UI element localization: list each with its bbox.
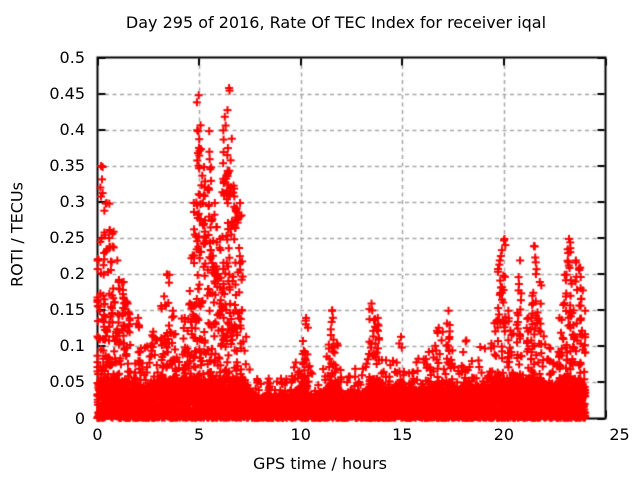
x-tick-label: 10 <box>290 425 311 444</box>
chart-title: Day 295 of 2016, Rate Of TEC Index for r… <box>125 13 547 32</box>
y-tick-label: 0.35 <box>49 155 85 175</box>
y-tick-label: 0.05 <box>49 372 85 392</box>
y-tick-label: 0.25 <box>49 228 85 247</box>
x-tick-label: 0 <box>92 425 103 444</box>
y-tick-label: 0.15 <box>49 300 85 320</box>
x-tick-label: 20 <box>493 425 515 444</box>
x-axis-label: GPS time / hours <box>253 454 387 473</box>
y-tick-label: 0.4 <box>59 119 85 139</box>
y-tick-label: 0.45 <box>49 83 85 103</box>
y-tick-label: 0.5 <box>59 47 85 67</box>
y-tick-label: 0.1 <box>59 336 85 356</box>
x-tick-label: 5 <box>194 425 205 444</box>
y-tick-label: 0 <box>74 408 85 428</box>
x-tick-label: 15 <box>392 425 413 444</box>
x-tick-label: 25 <box>609 425 630 444</box>
y-tick-label: 0.3 <box>59 191 85 211</box>
y-tick-label: 0.2 <box>59 264 85 284</box>
